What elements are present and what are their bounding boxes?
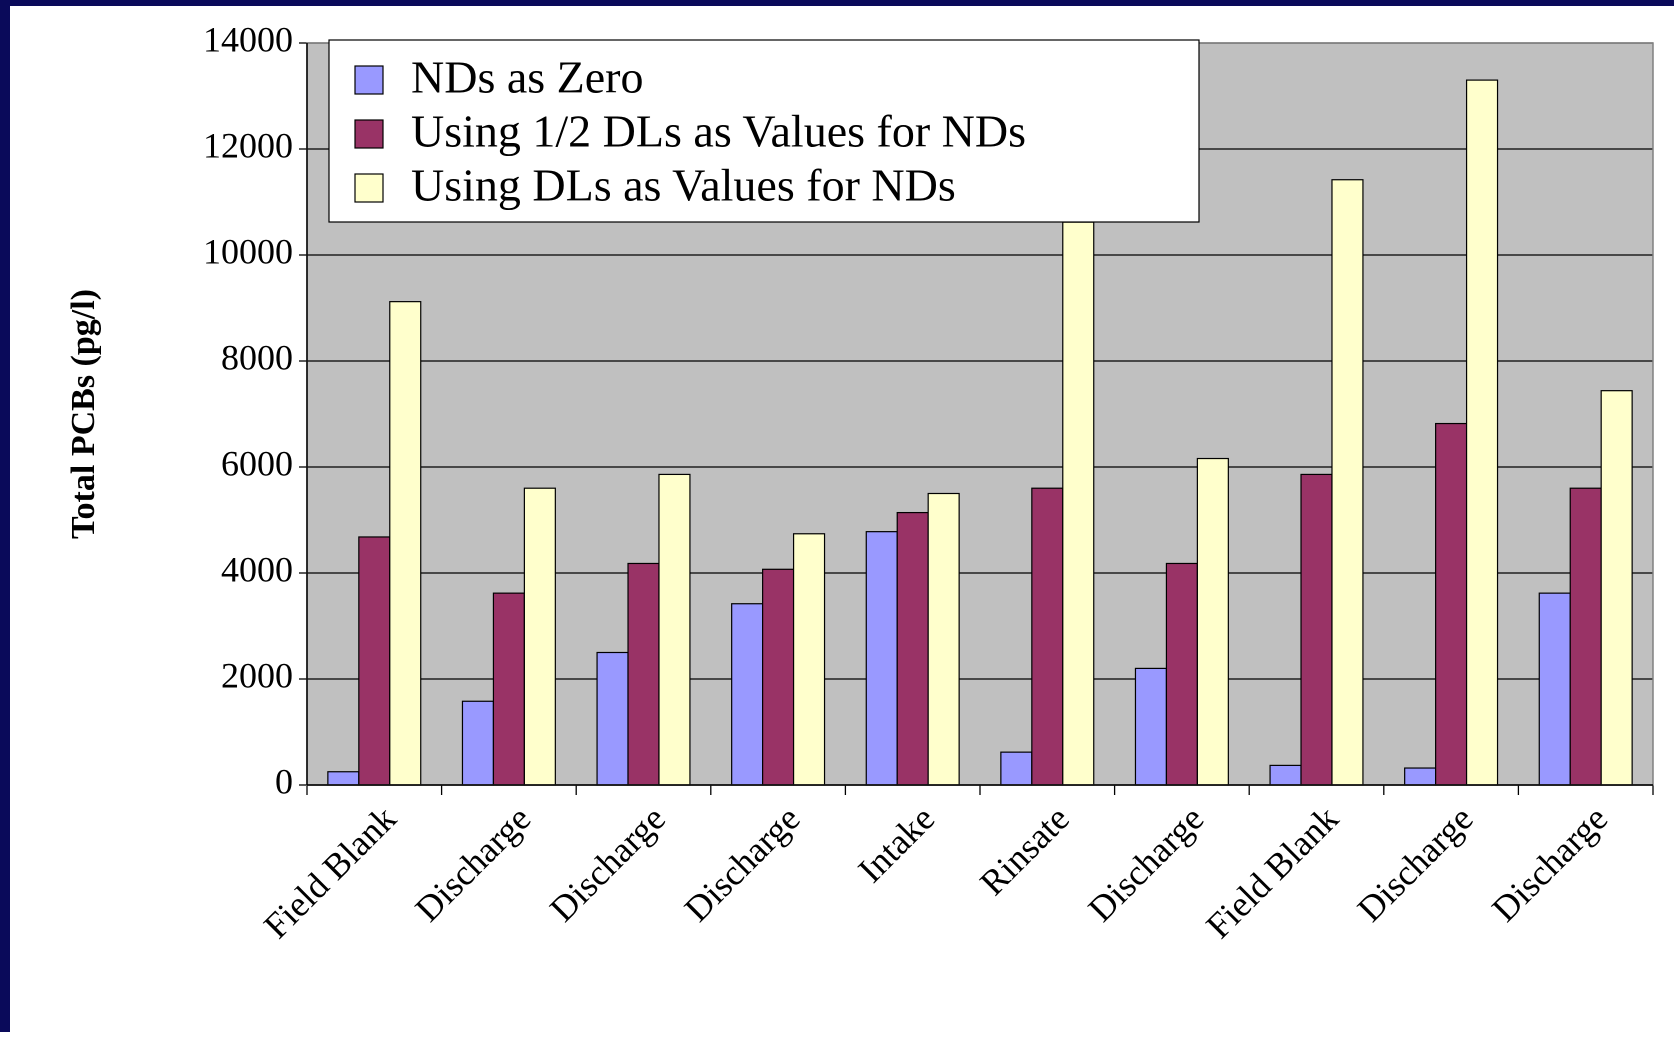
x-tick-label: Field Blank bbox=[256, 798, 404, 946]
bar bbox=[1538, 592, 1571, 786]
bar bbox=[1300, 473, 1333, 786]
bar bbox=[731, 603, 764, 786]
y-tick-label: 8000 bbox=[221, 337, 293, 377]
x-tick-label: Discharge bbox=[1080, 798, 1211, 929]
legend-label: Using 1/2 DLs as Values for NDs bbox=[411, 106, 1026, 157]
bar bbox=[1569, 487, 1602, 786]
legend-swatch bbox=[354, 119, 384, 149]
legend-label: Using DLs as Values for NDs bbox=[411, 160, 956, 211]
bar bbox=[1000, 751, 1033, 786]
y-tick-label: 12000 bbox=[203, 125, 293, 165]
bar bbox=[1134, 667, 1168, 786]
bar bbox=[1165, 562, 1198, 786]
x-tick-label: Discharge bbox=[407, 798, 538, 929]
legend-label: NDs as Zero bbox=[411, 52, 644, 103]
bar bbox=[762, 568, 795, 786]
y-tick-label: 0 bbox=[275, 761, 293, 801]
bar bbox=[865, 531, 898, 786]
y-tick-label: 14000 bbox=[203, 19, 293, 59]
bar bbox=[627, 562, 660, 786]
x-tick-label: Discharge bbox=[1484, 798, 1615, 929]
bar bbox=[792, 533, 826, 786]
bar bbox=[461, 700, 495, 786]
bar bbox=[1031, 487, 1064, 786]
bar bbox=[1062, 221, 1095, 786]
bar bbox=[896, 511, 929, 786]
y-tick-label: 2000 bbox=[221, 655, 293, 695]
bar bbox=[658, 473, 691, 786]
bar bbox=[358, 536, 391, 786]
x-tick-label: Rinsate bbox=[972, 798, 1077, 903]
bar bbox=[1435, 422, 1468, 786]
legend-swatch bbox=[354, 173, 384, 203]
y-tick-label: 10000 bbox=[203, 231, 293, 271]
bar bbox=[1269, 764, 1302, 786]
bar bbox=[1465, 79, 1499, 786]
bar bbox=[389, 301, 422, 786]
y-axis-label: Total PCBs (pg/l) bbox=[65, 289, 102, 539]
bar bbox=[927, 492, 960, 786]
x-tick-label: Discharge bbox=[542, 798, 673, 929]
x-tick-label: Field Blank bbox=[1198, 798, 1346, 946]
left-band bbox=[0, 0, 10, 1032]
bar bbox=[327, 771, 360, 786]
x-tick-label: Discharge bbox=[1350, 798, 1481, 929]
bar bbox=[523, 487, 556, 786]
y-tick-label: 4000 bbox=[221, 549, 293, 589]
bar bbox=[1196, 457, 1229, 786]
bar bbox=[1331, 179, 1364, 786]
x-tick-label: Intake bbox=[850, 798, 942, 890]
bar bbox=[492, 592, 525, 786]
bar bbox=[1600, 390, 1633, 786]
bar bbox=[596, 651, 629, 786]
top-band bbox=[0, 0, 1674, 6]
y-tick-label: 6000 bbox=[221, 443, 293, 483]
legend-box bbox=[328, 39, 1200, 223]
legend-swatch bbox=[354, 65, 384, 95]
bar bbox=[1404, 767, 1437, 786]
x-tick-label: Discharge bbox=[677, 798, 808, 929]
